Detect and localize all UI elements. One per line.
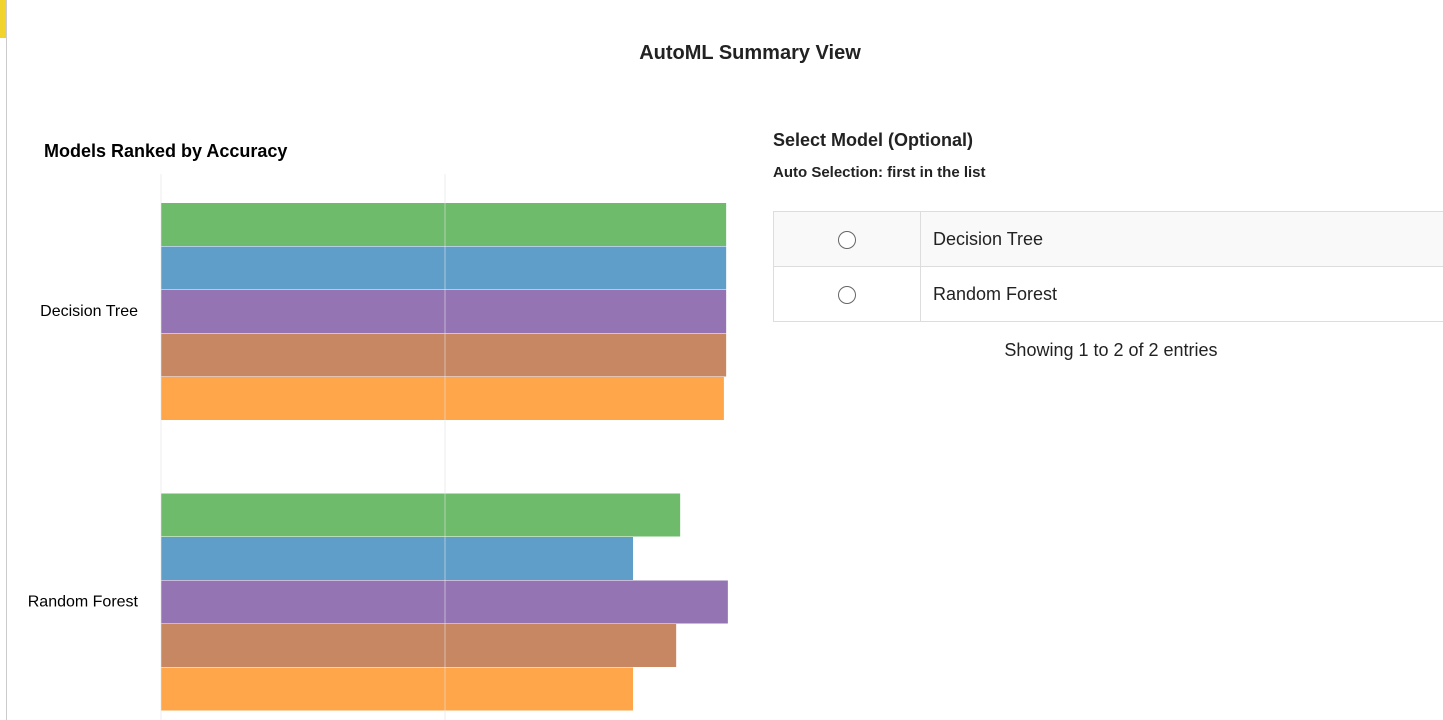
bar <box>161 624 677 667</box>
table-row[interactable]: Decision Tree <box>773 211 1443 267</box>
model-table: Decision Tree Random Forest <box>773 211 1443 322</box>
bar <box>161 333 727 377</box>
window-border <box>6 0 7 720</box>
panel-subtitle: Auto Selection: first in the list <box>773 164 986 181</box>
table-info: Showing 1 to 2 of 2 entries <box>1004 340 1218 360</box>
table-row[interactable]: Random Forest <box>773 266 1443 322</box>
model-name: Decision Tree <box>920 211 1443 267</box>
bar <box>161 377 724 420</box>
bar <box>161 493 681 537</box>
model-name: Random Forest <box>920 266 1443 322</box>
page-title: AutoML Summary View <box>639 42 861 64</box>
radio-button[interactable] <box>838 230 856 249</box>
bar <box>161 246 727 290</box>
window-edge <box>0 0 6 38</box>
chart: Models Ranked by Accuracy Decision Tree R… <box>28 141 728 720</box>
y-tick-label: Decision Tree <box>40 303 138 320</box>
y-tick-label: Random Forest <box>28 593 139 610</box>
panel-title: Select Model (Optional) <box>773 130 974 150</box>
radio-button[interactable] <box>838 285 856 304</box>
bar <box>161 580 728 624</box>
chart-title: Models Ranked by Accuracy <box>44 141 287 161</box>
bar <box>161 537 634 580</box>
bar <box>161 667 634 711</box>
radio-cell <box>773 211 921 267</box>
radio-cell <box>773 266 921 322</box>
bar <box>161 203 727 246</box>
bar <box>161 290 727 333</box>
